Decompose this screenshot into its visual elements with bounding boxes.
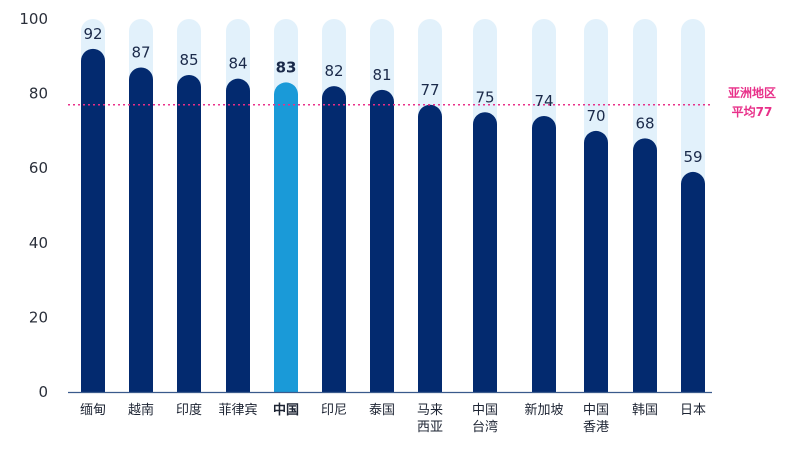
bar — [129, 67, 153, 393]
value-label: 68 — [635, 114, 654, 132]
value-label: 59 — [683, 148, 702, 166]
average-reference: 亚洲地区 平均77 — [68, 85, 776, 119]
value-label: 85 — [179, 51, 198, 69]
value-label: 70 — [586, 107, 605, 125]
category-label: 日本 — [680, 403, 706, 418]
average-label-line-2: 平均77 — [732, 104, 773, 119]
bar — [681, 171, 705, 392]
value-label: 83 — [276, 58, 297, 76]
value-label: 82 — [324, 62, 343, 80]
category-label: 缅甸 — [80, 403, 106, 418]
value-label: 74 — [534, 92, 553, 110]
bar — [532, 115, 556, 392]
bar — [81, 48, 105, 393]
y-tick-label: 60 — [29, 159, 48, 177]
bar — [633, 138, 657, 392]
y-tick-label: 80 — [29, 85, 48, 103]
bar — [322, 86, 346, 392]
bar-highlight — [274, 82, 298, 392]
y-tick-label: 20 — [29, 308, 48, 326]
y-axis: 0 20 40 60 80 100 — [19, 10, 48, 401]
bar — [226, 78, 250, 393]
category-label: 印度 — [176, 402, 202, 418]
category-label: 西亚 — [417, 420, 443, 435]
bar — [370, 89, 394, 393]
bar — [418, 104, 443, 392]
category-label: 印尼 — [321, 403, 347, 418]
category-label: 泰国 — [369, 403, 395, 418]
category-label: 中国 — [472, 403, 498, 418]
average-label-line-1: 亚洲地区 — [728, 85, 776, 100]
category-label: 中国 — [273, 402, 299, 418]
category-label: 香港 — [583, 420, 609, 435]
category-label: 台湾 — [472, 419, 498, 435]
y-tick-label: 40 — [29, 234, 48, 252]
data-bars — [81, 48, 705, 393]
value-label: 77 — [420, 81, 439, 99]
category-label: 越南 — [128, 402, 154, 418]
value-label: 84 — [228, 55, 247, 73]
category-label: 韩国 — [632, 403, 658, 418]
category-label: 菲律宾 — [218, 402, 257, 418]
value-label: 81 — [372, 66, 391, 84]
bar — [177, 74, 201, 392]
category-label: 中国 — [583, 403, 609, 418]
y-tick-label: 100 — [19, 10, 48, 28]
category-label: 马来 — [417, 403, 443, 418]
bar — [473, 112, 497, 392]
value-label: 75 — [475, 88, 494, 106]
value-label: 92 — [83, 25, 102, 43]
category-label: 新加坡 — [524, 402, 563, 418]
value-labels: 92 87 85 84 83 82 81 77 75 74 70 68 59 — [83, 25, 702, 166]
bar — [584, 130, 608, 392]
y-tick-label: 0 — [38, 383, 48, 401]
value-label: 87 — [131, 43, 150, 61]
